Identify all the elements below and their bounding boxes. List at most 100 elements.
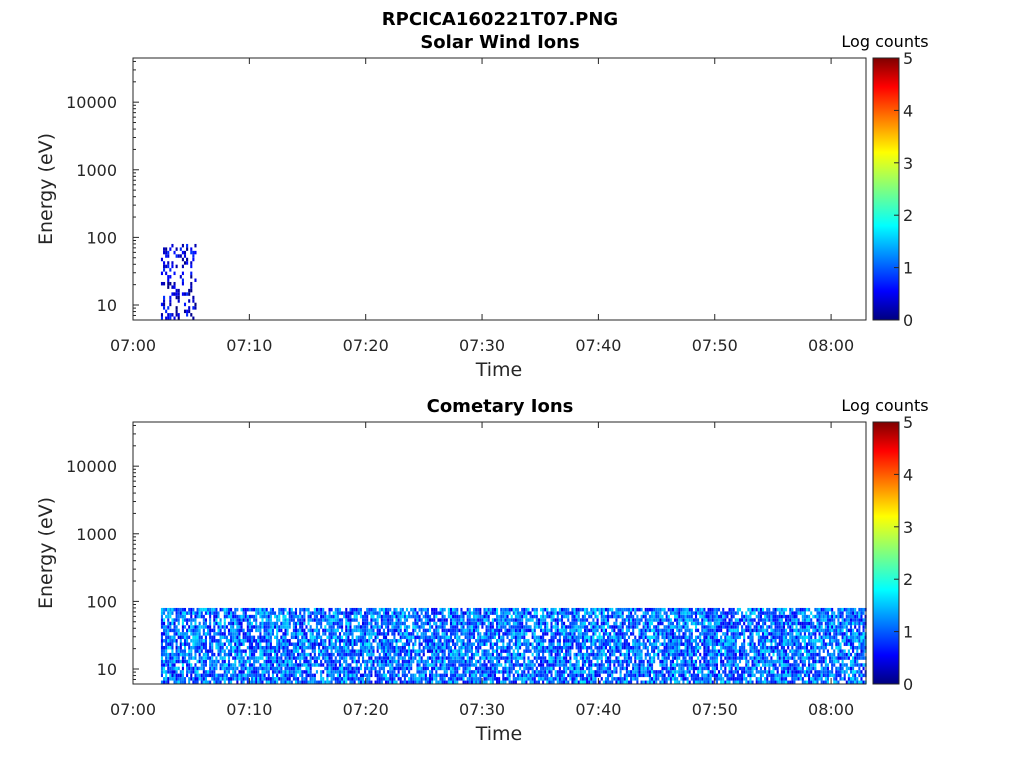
spectrogram-cell [351, 670, 354, 674]
spectrogram-cell [326, 680, 329, 684]
spectrogram-cell [265, 663, 268, 667]
spectrogram-cell [483, 618, 486, 622]
spectrogram-cell [648, 639, 651, 643]
spectrogram-cell [592, 621, 595, 626]
spectrogram-cell [680, 666, 683, 671]
spectrogram-cell [435, 611, 438, 615]
spectrogram-cell [349, 670, 352, 674]
spectrogram-cell [479, 666, 482, 671]
spectrogram-cell [470, 677, 473, 681]
spectrogram-cell [512, 663, 515, 667]
spectrogram-cell [334, 632, 337, 636]
spectrogram-cell [519, 611, 522, 615]
spectrogram-cell [686, 652, 689, 657]
spectrogram-cell [657, 625, 660, 629]
spectrogram-cell [343, 632, 346, 636]
spectrogram-cell [709, 652, 712, 657]
spectrogram-cell [506, 618, 509, 622]
spectrogram-cell [537, 635, 540, 640]
spectrogram-cell [462, 680, 465, 684]
spectrogram-cell [498, 652, 501, 657]
spectrogram-cell [452, 663, 455, 667]
spectrogram-cell [682, 618, 685, 622]
spectrogram-cell [250, 666, 254, 671]
spectrogram-cell [542, 642, 545, 646]
spectrogram-cell [625, 656, 628, 660]
spectrogram-cell [449, 618, 453, 622]
spectrogram-cell [694, 625, 698, 629]
spectrogram-cell [533, 656, 536, 660]
spectrogram-cell [269, 659, 272, 664]
spectrogram-cell [405, 666, 409, 671]
spectrogram-cell [397, 645, 400, 650]
spectrogram-cell [458, 673, 461, 678]
spectrogram-cell [475, 680, 478, 684]
spectrogram-cell [351, 642, 354, 646]
spectrogram-cell [519, 673, 522, 678]
spectrogram-cell [259, 621, 262, 626]
spectrogram-cell [466, 621, 469, 626]
spectrogram-cell [194, 635, 197, 640]
spectrogram-cell [713, 652, 716, 657]
spectrogram-cell [609, 607, 612, 612]
spectrogram-cell [565, 632, 568, 636]
spectrogram-cell [188, 659, 191, 664]
spectrogram-cell [173, 677, 176, 681]
spectrogram-cell [623, 666, 626, 671]
spectrogram-cell [583, 677, 587, 681]
spectrogram-cell [468, 628, 471, 633]
spectrogram-cell [460, 614, 463, 619]
spectrogram-cell [607, 639, 610, 643]
spectrogram-cell [194, 632, 197, 636]
spectrogram-cell [646, 621, 649, 626]
spectrogram-cell [542, 607, 545, 612]
spectrogram-cell [634, 652, 637, 657]
spectrogram-cell [588, 673, 591, 678]
spectrogram-cell [548, 666, 551, 671]
spectrogram-cell [542, 635, 545, 640]
spectrogram-cell [278, 663, 281, 667]
spectrogram-cell [368, 652, 371, 657]
spectrogram-cell [368, 670, 371, 674]
spectrogram-cell [498, 677, 501, 681]
spectrogram-cell [288, 607, 291, 612]
spectrogram-cell [458, 666, 461, 671]
spectrogram-cell [190, 275, 193, 279]
spectrogram-cell [271, 649, 275, 653]
spectrogram-cell [621, 628, 624, 633]
spectrogram-cell [703, 642, 706, 646]
spectrogram-cell [165, 670, 168, 674]
spectrogram-cell [669, 621, 672, 626]
spectrogram-cell [361, 614, 365, 619]
spectrogram-cell [483, 639, 486, 643]
spectrogram-cell [177, 299, 180, 303]
spectrogram-cell [200, 663, 203, 667]
spectrogram-cell [284, 656, 287, 660]
spectrogram-cell [663, 635, 666, 640]
spectrogram-cell [720, 625, 723, 629]
spectrogram-cell [705, 625, 708, 629]
spectrogram-cell [364, 663, 367, 667]
spectrogram-cell [190, 611, 193, 615]
spectrogram-cell [705, 663, 708, 667]
spectrogram-cell [278, 639, 281, 643]
spectrogram-cell [286, 659, 289, 664]
spectrogram-cell [726, 628, 729, 633]
spectrogram-cell [246, 625, 249, 629]
spectrogram-cell [420, 656, 423, 660]
spectrogram-cell [531, 607, 534, 612]
spectrogram-cell [472, 670, 476, 674]
spectrogram-cell [248, 632, 251, 636]
spectrogram-cell [336, 621, 339, 626]
spectrogram-cell [433, 614, 436, 619]
spectrogram-cell [276, 666, 279, 671]
spectrogram-cell [391, 670, 394, 674]
spectrogram-cell [496, 649, 499, 653]
spectrogram-cell [711, 666, 714, 671]
spectrogram-cell [376, 673, 379, 678]
spectrogram-cell [261, 621, 264, 626]
spectrogram-cell [533, 645, 536, 650]
spectrogram-cell [567, 673, 570, 678]
spectrogram-cell [707, 659, 710, 664]
spectrogram-cell [600, 645, 603, 650]
